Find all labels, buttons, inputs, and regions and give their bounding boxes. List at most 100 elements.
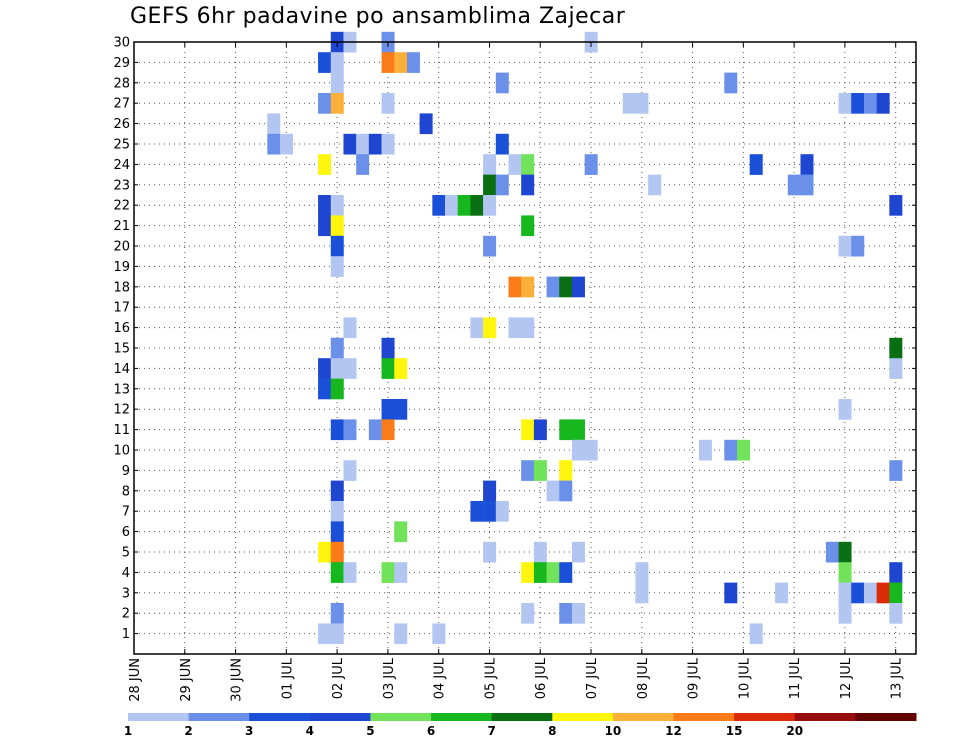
colorbar-label: 12: [665, 724, 682, 738]
colorbar-segment: [370, 713, 432, 721]
precip-cell: [394, 52, 408, 73]
precip-cell: [889, 603, 903, 624]
precip-cell: [533, 562, 547, 583]
colorbar-label: 15: [726, 724, 743, 738]
precip-cell: [394, 399, 408, 420]
precip-cell: [394, 358, 408, 379]
precip-cell: [318, 358, 332, 379]
colorbar-segment: [794, 713, 856, 721]
precip-cell: [863, 582, 877, 604]
precip-cell: [584, 439, 598, 461]
precip-cell: [381, 562, 395, 583]
colorbar-segment: [734, 713, 796, 721]
precip-cell: [356, 154, 370, 175]
x-axis-ticks: 28 JUN 29 JUN 30 JUN 01 JUL 02 JUL 03 JUL 04 J…: [128, 42, 905, 702]
precip-cell: [318, 195, 332, 216]
colorbar-segment: [249, 713, 311, 721]
precip-cell: [851, 93, 865, 114]
precip-cell: [330, 480, 344, 502]
colorbar-label: 1: [124, 724, 132, 738]
precip-cell: [851, 235, 865, 257]
precip-cell: [394, 623, 408, 645]
colorbar-segment: [855, 713, 917, 721]
x-tick-label: 08 JUL: [636, 657, 651, 699]
precip-cell: [343, 562, 357, 583]
precip-cell: [787, 174, 801, 196]
colorbar-segment: [309, 713, 371, 721]
x-tick-label: 05 JUL: [483, 657, 498, 699]
precip-cell: [330, 93, 344, 114]
y-tick-label: 4: [122, 566, 130, 581]
y-tick-label: 14: [113, 362, 130, 377]
y-tick-label: 11: [113, 423, 130, 438]
precip-cell: [483, 317, 497, 339]
precip-cell: [419, 113, 433, 135]
y-axis-ticks: 1234567891011121314151617181920212223242…: [113, 36, 916, 642]
y-tick-label: 8: [122, 484, 130, 499]
y-tick-label: 17: [113, 301, 130, 316]
precip-cell: [495, 133, 509, 155]
x-tick-label: 01 JUL: [280, 657, 295, 699]
precip-cell: [381, 52, 395, 73]
y-tick-label: 21: [113, 219, 130, 234]
precip-cell: [749, 154, 763, 175]
precip-cell: [381, 399, 395, 420]
precip-cell: [483, 195, 497, 216]
precip-cell: [876, 93, 890, 114]
precip-cell: [330, 215, 344, 237]
y-tick-label: 29: [113, 56, 130, 71]
precip-cell: [381, 419, 395, 441]
x-tick-label: 09 JUL: [687, 657, 702, 699]
precip-cell: [584, 154, 598, 175]
precip-cell: [571, 603, 585, 624]
precip-cell: [889, 195, 903, 216]
precip-cell: [863, 93, 877, 114]
y-tick-label: 7: [122, 505, 130, 520]
precip-cell: [800, 154, 814, 175]
precip-cell: [724, 72, 738, 94]
y-tick-label: 3: [122, 586, 130, 601]
precip-cell: [737, 439, 750, 461]
x-tick-label: 29 JUN: [179, 658, 194, 702]
chart-title: GEFS 6hr padavine po ansamblima Zajecar: [130, 4, 626, 29]
precip-cell: [432, 623, 446, 645]
y-tick-label: 1: [122, 627, 130, 642]
precip-cell: [330, 72, 344, 94]
precip-cell: [318, 378, 332, 400]
precip-cell: [267, 133, 281, 155]
precip-cell: [330, 623, 344, 645]
colorbar-segment: [552, 713, 614, 721]
y-tick-label: 22: [113, 199, 130, 214]
precip-cell: [838, 93, 852, 114]
x-tick-label: 07 JUL: [585, 657, 600, 699]
precip-cell: [330, 337, 344, 359]
y-tick-label: 18: [113, 280, 130, 295]
y-tick-label: 9: [122, 464, 130, 479]
precip-cell: [521, 562, 535, 583]
precip-cell: [635, 582, 649, 604]
precip-cell: [483, 501, 497, 522]
precip-cell: [318, 52, 332, 73]
precip-cell: [508, 276, 522, 298]
colorbar-label: 4: [306, 724, 314, 738]
precip-cell: [571, 439, 585, 461]
precip-cell: [495, 72, 509, 94]
y-tick-label: 10: [113, 444, 130, 459]
precip-cell: [648, 174, 662, 196]
precip-cell: [343, 358, 357, 379]
precip-cell: [838, 399, 852, 420]
precip-cell: [521, 174, 535, 196]
y-tick-label: 16: [113, 321, 130, 336]
precip-cell: [571, 419, 585, 441]
precip-cell: [838, 235, 852, 257]
precip-cell: [381, 337, 395, 359]
precip-cell: [775, 582, 789, 604]
precip-cell: [876, 582, 890, 604]
x-tick-label: 06 JUL: [534, 657, 549, 699]
precip-cell: [546, 480, 560, 502]
y-tick-label: 24: [113, 158, 130, 173]
precip-cell: [889, 582, 903, 604]
y-tick-label: 13: [113, 382, 130, 397]
x-tick-label: 28 JUN: [128, 658, 143, 702]
